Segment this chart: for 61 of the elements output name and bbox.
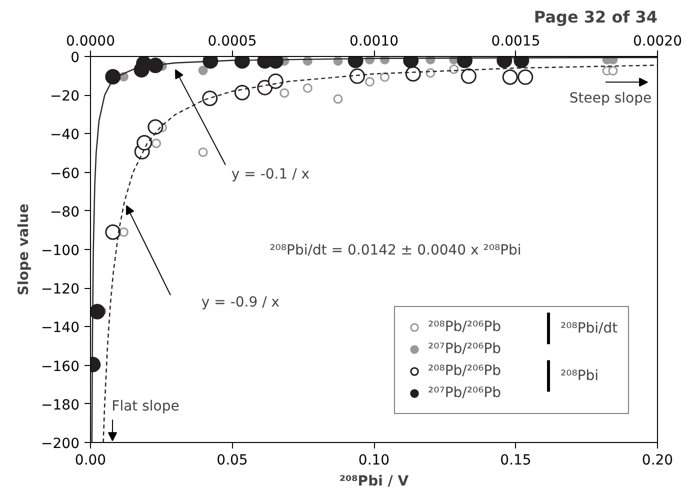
point (333, 94, 343, 104)
y-tick-label: −120 (41, 282, 80, 298)
annotation: y = -0.1 / x (231, 166, 310, 182)
point (350, 68, 366, 84)
point (460, 68, 476, 84)
x-tick-label: 0.10 (358, 452, 390, 468)
point (364, 77, 374, 87)
x2-tick-label: 0.0015 (491, 34, 540, 50)
point (426, 68, 436, 78)
point (608, 66, 618, 76)
annotation: ²⁰⁸Pbi/dt = 0.0142 ± 0.0040 x ²⁰⁸Pbi (270, 242, 522, 258)
legend-label: ²⁰⁷Pb/²⁰⁶Pb (428, 385, 502, 401)
point (118, 227, 128, 237)
chart-title: Page 32 of 34 (534, 8, 658, 26)
legend-label: ²⁰⁸Pb/²⁰⁶Pb (428, 363, 502, 379)
point (90, 304, 106, 320)
legend-label: ²⁰⁷Pb/²⁰⁶Pb (428, 341, 502, 357)
y-tick-label: 0 (70, 50, 80, 66)
x-tick-label: 0.20 (642, 452, 674, 468)
x2-tick-label: 0.0000 (66, 34, 116, 50)
y-tick-label: −80 (50, 204, 80, 220)
y-tick-label: −140 (41, 320, 80, 336)
point (198, 147, 208, 157)
y-tick-label: −20 (50, 88, 80, 105)
x-tick-label: 0.05 (216, 452, 248, 468)
y-tick-label: −40 (50, 127, 80, 144)
point (152, 138, 162, 148)
y-tick-label: −180 (41, 397, 80, 414)
x-axis-title: ²⁰⁸Pbi / V (339, 474, 409, 490)
point (280, 88, 290, 98)
x2-tick-label: 0.0020 (633, 34, 682, 50)
point (405, 66, 421, 82)
annotation: y = -0.9 / x (201, 294, 280, 311)
point (449, 64, 459, 74)
y-tick-label: −100 (41, 243, 80, 259)
point (148, 119, 164, 135)
annotation: Flat slope (112, 398, 180, 414)
point (302, 83, 312, 93)
x-tick-label: 0.00 (74, 452, 106, 468)
y-tick-label: −60 (50, 166, 80, 182)
annotation: ²⁰⁸Pbi/dt (560, 320, 618, 336)
point (380, 72, 390, 82)
point (502, 69, 518, 85)
point (202, 90, 218, 106)
point (518, 69, 534, 85)
point (148, 58, 164, 74)
point (198, 66, 208, 76)
point (234, 84, 250, 100)
y-tick-label: −200 (41, 436, 80, 452)
x2-tick-label: 0.0010 (350, 34, 399, 50)
point (268, 73, 284, 89)
point (105, 224, 121, 240)
y-tick-label: −160 (41, 358, 80, 375)
x-tick-label: 0.15 (500, 452, 532, 468)
y-axis-title: Slope value (16, 204, 32, 296)
point (105, 69, 121, 84)
point (136, 135, 152, 151)
x2-tick-label: 0.0005 (208, 34, 257, 50)
legend-label: ²⁰⁸Pb/²⁰⁶Pb (428, 319, 502, 335)
annotation: Steep slope (569, 90, 652, 106)
annotation: ²⁰⁸Pbi (560, 368, 599, 384)
